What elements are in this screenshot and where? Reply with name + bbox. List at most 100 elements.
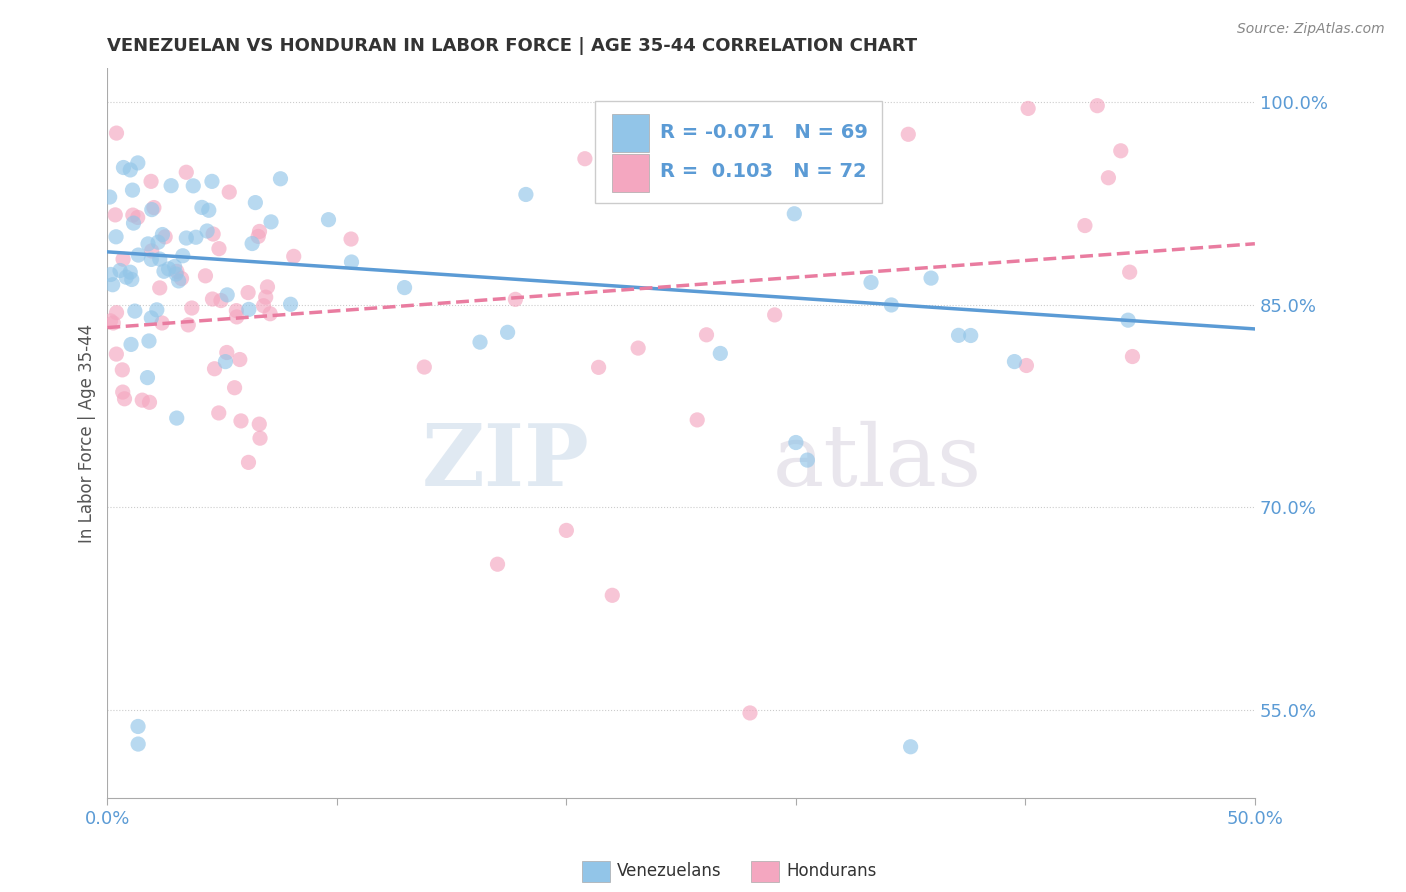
Point <box>136 370 159 384</box>
Point <box>120 162 142 177</box>
Point <box>127 156 149 170</box>
Text: R =  0.103   N = 72: R = 0.103 N = 72 <box>661 162 868 181</box>
Point <box>686 413 709 427</box>
Point <box>111 363 134 377</box>
Point <box>197 203 219 218</box>
Point <box>195 224 218 238</box>
Point <box>627 341 650 355</box>
Y-axis label: In Labor Force | Age 35-44: In Labor Force | Age 35-44 <box>79 324 96 542</box>
Point <box>100 314 122 328</box>
Point <box>225 310 247 324</box>
Point <box>283 249 305 263</box>
Point <box>238 455 260 469</box>
Point <box>122 216 145 230</box>
Point <box>860 276 883 290</box>
Point <box>105 305 128 319</box>
Point <box>127 248 149 262</box>
Point <box>114 392 136 406</box>
Point <box>121 208 143 222</box>
Point <box>515 187 537 202</box>
Point <box>247 417 270 431</box>
Point <box>112 252 135 267</box>
Point <box>101 277 124 292</box>
Point <box>180 301 202 315</box>
Point <box>340 232 363 246</box>
Point <box>136 236 159 251</box>
Point <box>897 128 920 142</box>
Point <box>138 334 160 348</box>
FancyBboxPatch shape <box>612 154 650 192</box>
Point <box>785 435 807 450</box>
Point <box>201 174 224 188</box>
Point <box>201 292 224 306</box>
Point <box>172 249 194 263</box>
Point <box>167 274 190 288</box>
Point <box>153 264 176 278</box>
Point <box>152 227 174 242</box>
Point <box>131 393 153 408</box>
Point <box>600 588 623 602</box>
Point <box>486 558 509 572</box>
Point <box>105 229 128 244</box>
Point <box>105 347 128 361</box>
Point <box>141 310 163 325</box>
Point <box>238 302 260 317</box>
Point <box>146 302 169 317</box>
Point <box>900 739 922 754</box>
Text: Hondurans: Hondurans <box>786 863 876 880</box>
Point <box>146 235 169 250</box>
Point <box>229 352 252 367</box>
Point <box>127 719 149 733</box>
Point <box>165 267 187 281</box>
Point <box>174 165 197 179</box>
Point <box>111 385 134 400</box>
Point <box>260 215 283 229</box>
Point <box>249 224 271 238</box>
Point <box>142 201 165 215</box>
Point <box>468 335 491 350</box>
Point <box>880 298 903 312</box>
Point <box>166 264 188 278</box>
Point <box>505 293 527 307</box>
Point <box>104 208 127 222</box>
Point <box>256 280 278 294</box>
Point <box>120 265 142 279</box>
Point <box>121 272 143 286</box>
Point <box>1118 265 1140 279</box>
Point <box>160 178 183 193</box>
Point <box>1074 219 1097 233</box>
Point <box>259 307 281 321</box>
Point <box>948 328 970 343</box>
Point <box>141 252 163 267</box>
Point <box>218 185 240 199</box>
FancyBboxPatch shape <box>612 114 650 152</box>
Point <box>738 706 761 720</box>
Point <box>204 361 226 376</box>
Point <box>127 211 149 225</box>
Point <box>252 299 274 313</box>
Point <box>269 171 291 186</box>
Point <box>240 236 263 251</box>
Point <box>1121 350 1143 364</box>
Point <box>215 345 238 359</box>
Point <box>115 270 138 285</box>
Point <box>98 190 121 204</box>
Point <box>1015 359 1038 373</box>
Point <box>105 126 128 140</box>
Point <box>127 737 149 751</box>
Point <box>1017 102 1039 116</box>
Point <box>202 227 225 241</box>
Point <box>318 212 340 227</box>
Point <box>394 280 416 294</box>
Point <box>217 288 239 302</box>
Point <box>555 524 578 538</box>
Point <box>920 271 942 285</box>
Point <box>340 255 363 269</box>
Point <box>959 328 981 343</box>
Point <box>1004 354 1026 368</box>
Point <box>103 316 125 330</box>
Text: Source: ZipAtlas.com: Source: ZipAtlas.com <box>1237 22 1385 37</box>
Text: R = -0.071   N = 69: R = -0.071 N = 69 <box>661 123 869 143</box>
Point <box>695 327 717 342</box>
Text: VENEZUELAN VS HONDURAN IN LABOR FORCE | AGE 35-44 CORRELATION CHART: VENEZUELAN VS HONDURAN IN LABOR FORCE | … <box>107 37 918 55</box>
